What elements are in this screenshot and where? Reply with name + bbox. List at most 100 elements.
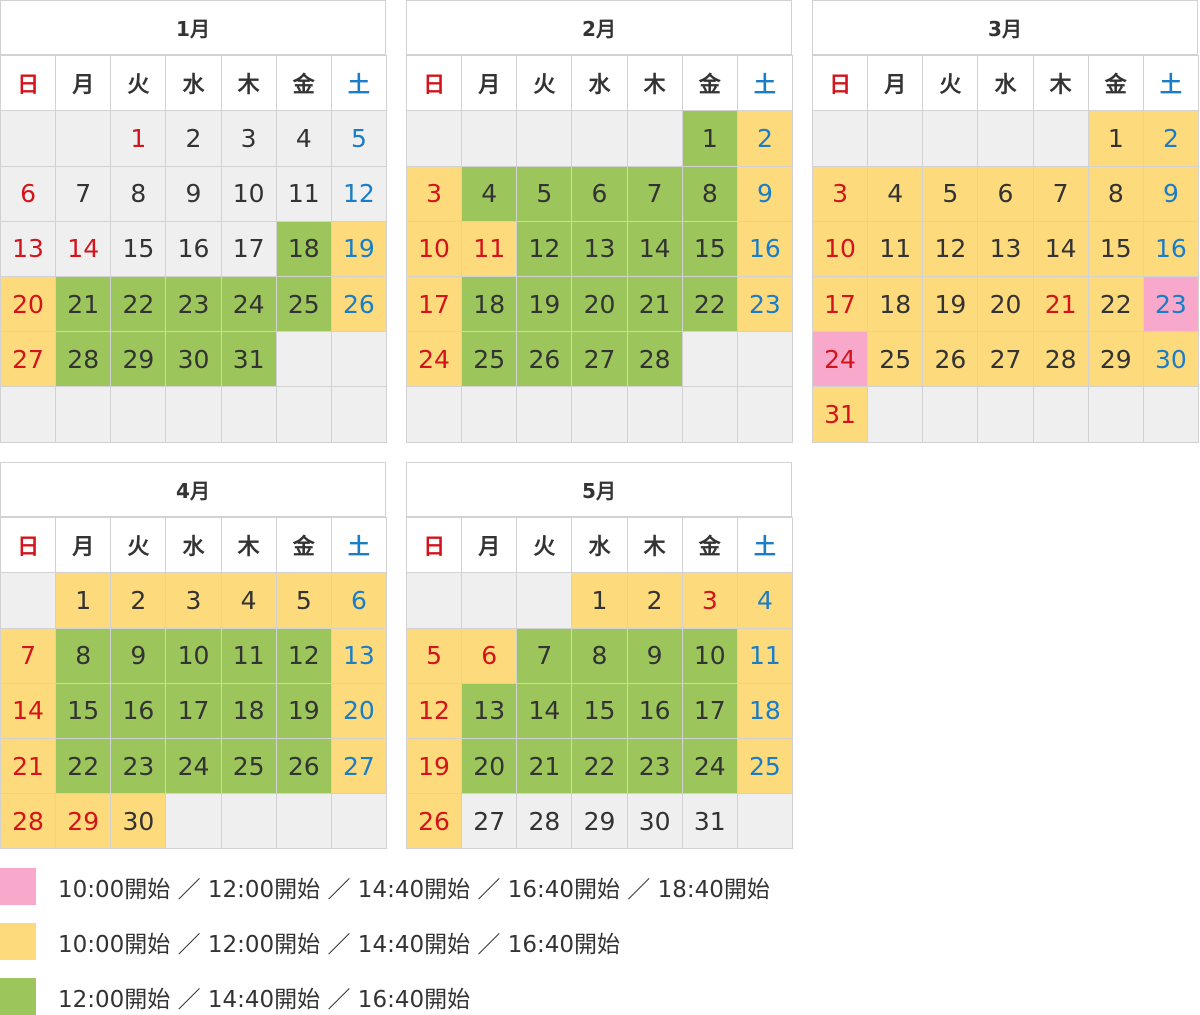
day-cell: 19 — [330, 220, 387, 277]
day-cell: 9 — [165, 165, 222, 222]
day-cell: 26 — [330, 276, 387, 333]
day-cell: 19 — [275, 682, 332, 739]
day-cell: 25 — [736, 738, 793, 795]
weekday-header: 火 — [516, 55, 573, 112]
month-title: 2月 — [406, 0, 792, 56]
day-cell: 20 — [0, 276, 57, 333]
day-cell: 25 — [461, 331, 518, 388]
empty-cell — [220, 386, 277, 443]
weekday-header: 火 — [110, 517, 167, 574]
day-cell: 17 — [681, 682, 738, 739]
empty-cell — [571, 110, 628, 167]
weekday-header: 火 — [922, 55, 979, 112]
empty-cell — [867, 386, 924, 443]
day-cell: 27 — [330, 738, 387, 795]
day-cell: 24 — [681, 738, 738, 795]
day-cell: 22 — [55, 738, 112, 795]
empty-cell — [165, 386, 222, 443]
day-cell: 1 — [110, 110, 167, 167]
day-cell: 7 — [55, 165, 112, 222]
day-cell: 3 — [406, 165, 463, 222]
day-cell: 21 — [0, 738, 57, 795]
day-cell: 25 — [867, 331, 924, 388]
day-cell: 10 — [220, 165, 277, 222]
day-cell: 14 — [1032, 220, 1089, 277]
day-cell: 2 — [110, 572, 167, 629]
day-cell: 21 — [626, 276, 683, 333]
legend-item: 12:00開始 ／ 14:40開始 ／ 16:40開始 — [0, 978, 470, 1015]
month-calendar: 3月日月火水木金土 1 2 3 4 5 6 7 8 9 10 11 12 13 14 15 16 17 18 19 20… — [812, 0, 1199, 443]
empty-cell — [275, 793, 332, 850]
day-cell: 8 — [110, 165, 167, 222]
weekday-header: 月 — [461, 517, 518, 574]
empty-cell — [55, 386, 112, 443]
weekday-header: 木 — [220, 517, 277, 574]
weekday-header: 日 — [406, 55, 463, 112]
day-cell: 12 — [275, 627, 332, 684]
weekday-header: 土 — [736, 517, 793, 574]
day-cell: 15 — [110, 220, 167, 277]
day-cell: 25 — [220, 738, 277, 795]
legend-text: 10:00開始 ／ 12:00開始 ／ 14:40開始 ／ 16:40開始 ／ … — [58, 876, 770, 903]
day-cell: 22 — [1087, 276, 1144, 333]
day-cell: 12 — [516, 220, 573, 277]
empty-cell — [330, 793, 387, 850]
empty-cell — [736, 331, 793, 388]
empty-cell — [736, 386, 793, 443]
day-cell: 19 — [922, 276, 979, 333]
day-cell: 23 — [1142, 276, 1199, 333]
empty-cell — [55, 110, 112, 167]
day-cell: 5 — [275, 572, 332, 629]
day-cell: 12 — [922, 220, 979, 277]
weekday-header: 木 — [220, 55, 277, 112]
day-cell: 9 — [626, 627, 683, 684]
day-cell: 16 — [165, 220, 222, 277]
empty-cell — [461, 386, 518, 443]
day-cell: 19 — [406, 738, 463, 795]
weekday-header: 木 — [626, 517, 683, 574]
empty-cell — [977, 110, 1034, 167]
weekday-header: 水 — [571, 55, 628, 112]
day-cell: 14 — [55, 220, 112, 277]
day-cell: 27 — [461, 793, 518, 850]
weekday-header: 月 — [55, 55, 112, 112]
day-cell: 8 — [55, 627, 112, 684]
day-cell: 1 — [1087, 110, 1144, 167]
empty-cell — [406, 386, 463, 443]
empty-cell — [922, 110, 979, 167]
weekday-header: 金 — [1087, 55, 1144, 112]
day-cell: 1 — [681, 110, 738, 167]
empty-cell — [516, 110, 573, 167]
day-cell: 16 — [1142, 220, 1199, 277]
month-calendar: 4月日月火水木金土 1 2 3 4 5 6 7 8 9 10 11 12 13 14 15 16 17 18 19 20… — [0, 462, 387, 850]
day-cell: 25 — [275, 276, 332, 333]
empty-cell — [626, 386, 683, 443]
day-cell: 28 — [55, 331, 112, 388]
day-cell: 1 — [571, 572, 628, 629]
month-title: 1月 — [0, 0, 386, 56]
day-cell: 9 — [736, 165, 793, 222]
day-cell: 5 — [922, 165, 979, 222]
empty-cell — [330, 331, 387, 388]
day-cell: 8 — [1087, 165, 1144, 222]
empty-cell — [330, 386, 387, 443]
day-cell: 6 — [0, 165, 57, 222]
weekday-header: 月 — [867, 55, 924, 112]
day-cell: 23 — [165, 276, 222, 333]
day-cell: 23 — [736, 276, 793, 333]
day-cell: 13 — [977, 220, 1034, 277]
day-cell: 22 — [110, 276, 167, 333]
day-cell: 23 — [626, 738, 683, 795]
day-cell: 24 — [406, 331, 463, 388]
day-cell: 7 — [1032, 165, 1089, 222]
weekday-header: 土 — [330, 517, 387, 574]
day-cell: 27 — [571, 331, 628, 388]
day-cell: 18 — [220, 682, 277, 739]
empty-cell — [922, 386, 979, 443]
weekday-header: 月 — [55, 517, 112, 574]
day-cell: 22 — [571, 738, 628, 795]
day-cell: 28 — [0, 793, 57, 850]
day-cell: 16 — [736, 220, 793, 277]
empty-cell — [275, 386, 332, 443]
